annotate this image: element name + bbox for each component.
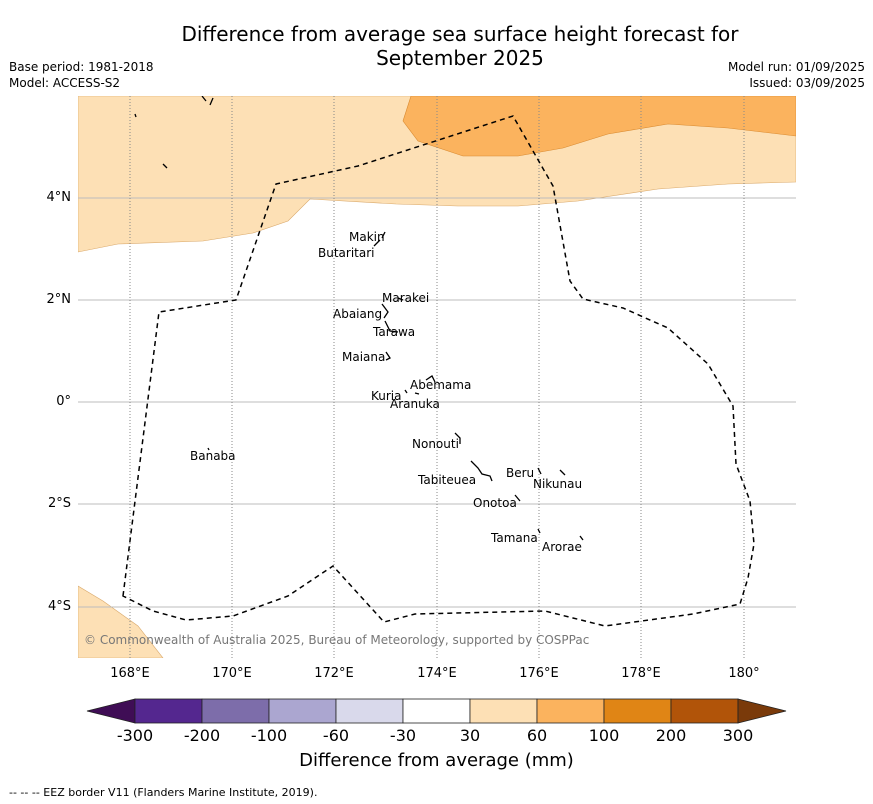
island-arorae <box>579 535 584 541</box>
meta-left: Base period: 1981-2018 Model: ACCESS-S2 <box>9 59 154 91</box>
island-tabiteuea <box>470 460 493 482</box>
lat-label-2s: 2°S <box>47 496 71 511</box>
cbar-segment <box>603 698 672 724</box>
island-north-1 <box>134 113 137 118</box>
colorbar <box>86 698 787 724</box>
island-nikunau <box>559 469 566 476</box>
cbar-tick: 60 <box>526 726 548 745</box>
islands <box>134 96 584 541</box>
island-onotoa <box>514 494 521 502</box>
place-tarawa: Tarawa <box>373 325 416 339</box>
model-run: Model run: 01/09/2025 <box>727 60 865 74</box>
place-tabiteuea: Tabiteuea <box>418 473 477 487</box>
lat-label-4n: 4°N <box>46 190 72 205</box>
anomaly-region-60-100 <box>402 96 796 157</box>
island-makin <box>381 231 386 239</box>
base-period: Base period: 1981-2018 <box>9 60 154 74</box>
lon-label-170e: 170°E <box>212 666 252 681</box>
cbar-extend-low <box>86 698 136 724</box>
cbar-segment <box>670 698 739 724</box>
lon-gridlines <box>129 96 745 658</box>
lon-label-172e: 172°E <box>314 666 354 681</box>
cbar-tick: 200 <box>655 726 687 745</box>
cbar-tick: -30 <box>389 726 417 745</box>
island-tamana <box>537 528 541 534</box>
island-abaiang <box>381 303 389 319</box>
lon-label-168e: 168°E <box>110 666 150 681</box>
place-aranuka: Aranuka <box>390 397 440 411</box>
cbar-tick: -60 <box>322 726 350 745</box>
lon-label-178e: 178°E <box>621 666 661 681</box>
eez-footnote: -- -- -- EEZ border V11 (Flanders Marine… <box>9 786 318 799</box>
cbar-segment <box>268 698 337 724</box>
issued-date: Issued: 03/09/2025 <box>749 76 865 90</box>
cbar-segment <box>335 698 404 724</box>
place-nikunau: Nikunau <box>533 477 583 491</box>
island-nonouti <box>454 432 461 444</box>
island-marakei <box>397 297 404 301</box>
cbar-tick: 100 <box>588 726 620 745</box>
place-nonouti: Nonouti <box>412 437 459 451</box>
lat-label-2n: 2°N <box>46 292 72 307</box>
map-title: Difference from average sea surface heig… <box>120 22 800 70</box>
colorbar-label: Difference from average (mm) <box>299 750 574 771</box>
place-onotoa: Onotoa <box>473 496 517 510</box>
copyright-notice: © Commonwealth of Australia 2025, Bureau… <box>84 633 590 647</box>
place-banaba: Banaba <box>190 449 236 463</box>
anomaly-region-30-60-south <box>78 585 164 658</box>
island-maiana <box>385 351 391 361</box>
cbar-tick: -100 <box>250 726 288 745</box>
lat-label-0: 0° <box>56 394 71 409</box>
island-butaritari <box>373 239 381 247</box>
cbar-tick: -200 <box>183 726 221 745</box>
map-svg <box>78 96 796 658</box>
place-tamana: Tamana <box>491 531 538 545</box>
place-beru: Beru <box>506 466 535 480</box>
place-maiana: Maiana <box>342 350 386 364</box>
island-kuria <box>404 389 408 394</box>
title-line-2: September 2025 <box>376 46 544 70</box>
place-arorae: Arorae <box>542 540 582 554</box>
map-canvas <box>78 96 796 658</box>
meta-right: Model run: 01/09/2025 Issued: 03/09/2025 <box>728 59 865 91</box>
model-name: Model: ACCESS-S2 <box>9 76 121 90</box>
island-abemama <box>425 375 436 383</box>
title-line-1: Difference from average sea surface heig… <box>181 22 739 46</box>
island-tarawa <box>384 320 399 333</box>
cbar-tick: -300 <box>116 726 154 745</box>
island-banaba <box>207 447 210 451</box>
lon-label-180: 180° <box>728 666 760 681</box>
place-abaiang: Abaiang <box>333 307 383 321</box>
cbar-segment <box>201 698 270 724</box>
island-aranuka <box>414 392 420 395</box>
island-beru <box>537 467 542 475</box>
place-marakei: Marakei <box>382 291 430 305</box>
cbar-tick: 30 <box>459 726 481 745</box>
cbar-tick: 300 <box>722 726 754 745</box>
place-makin: Makin <box>349 230 385 244</box>
cbar-segment <box>134 698 203 724</box>
lon-label-174e: 174°E <box>417 666 457 681</box>
place-butaritari: Butaritari <box>318 246 375 260</box>
cbar-segment <box>402 698 471 724</box>
island-north-3 <box>209 97 214 106</box>
lat-label-4s: 4°S <box>47 599 71 614</box>
colorbar-ticks: -300 -200 -100 -60 -30 30 60 100 200 300 <box>0 726 873 746</box>
lon-label-176e: 176°E <box>519 666 559 681</box>
cbar-segment <box>469 698 538 724</box>
place-abemama: Abemama <box>410 378 472 392</box>
cbar-segment <box>536 698 605 724</box>
place-kuria: Kuria <box>371 389 402 403</box>
island-north-2 <box>201 96 207 102</box>
eez-border <box>122 115 755 627</box>
island-north-4 <box>162 163 168 169</box>
cbar-extend-high <box>737 698 787 724</box>
